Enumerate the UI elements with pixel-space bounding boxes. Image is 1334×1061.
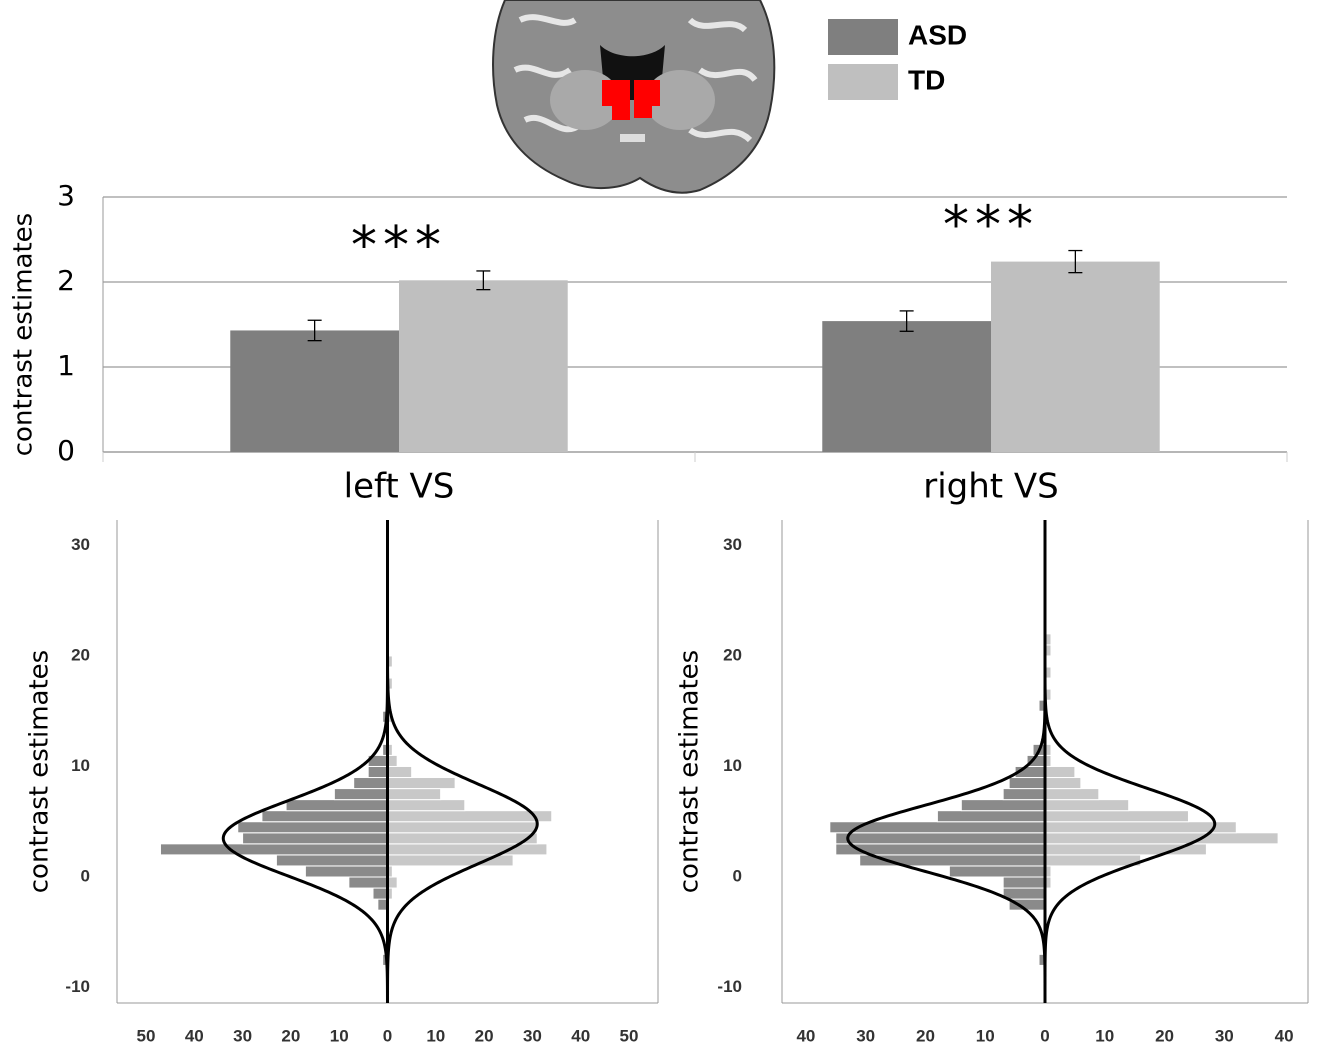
histogram-bar: [1002, 876, 1046, 889]
y-tick-label: 3: [57, 179, 75, 212]
histogram-bar: [387, 788, 442, 801]
x-tick-label: 40: [796, 1026, 815, 1045]
x-tick-label: 50: [620, 1026, 639, 1045]
x-tick-label: 20: [916, 1026, 935, 1045]
y-tick-label: 20: [723, 645, 742, 664]
x-tick-label: 30: [1215, 1026, 1234, 1045]
x-tick-label: 20: [1155, 1026, 1174, 1045]
fit-curve: [1043, 520, 1217, 1003]
histogram-bar: [1044, 765, 1076, 779]
x-tick-label: 10: [1095, 1026, 1114, 1045]
brain-image: [492, 0, 776, 194]
histogram-bar: [242, 832, 388, 845]
y-tick-label: 30: [723, 535, 742, 554]
y-tick-label: 10: [723, 756, 742, 775]
y-axis-label: contrast estimates: [9, 213, 39, 456]
legend-swatch: [828, 64, 898, 100]
x-tick-label: 0: [383, 1026, 392, 1045]
x-tick-label: 30: [523, 1026, 542, 1045]
histogram-bar: [367, 765, 388, 779]
y-axis-label: contrast estimates: [675, 650, 705, 893]
histogram-bar: [835, 832, 1046, 845]
histogram-bar: [275, 854, 389, 867]
x-tick-label: 10: [426, 1026, 445, 1045]
x-tick-label: 20: [281, 1026, 300, 1045]
histogram-bar: [387, 832, 538, 845]
histogram-bar: [936, 810, 1046, 823]
y-tick-label: 20: [71, 645, 90, 664]
y-axis-label: contrast estimates: [25, 650, 55, 893]
histogram-bar: [1044, 799, 1130, 812]
histogram-bar: [1044, 810, 1189, 823]
fit-curve: [386, 520, 539, 1003]
x-tick-label: left VS: [344, 467, 455, 507]
histogram-bar: [829, 821, 1046, 834]
histogram-bar: [285, 799, 388, 812]
significance-annotation: ***: [943, 196, 1039, 256]
histogram-bar: [372, 887, 389, 900]
x-tick-label: 40: [185, 1026, 204, 1045]
x-tick-label: 10: [330, 1026, 349, 1045]
fit-curve: [221, 520, 389, 1003]
histogram-bar: [948, 865, 1046, 878]
histogram-bar: [1044, 777, 1082, 790]
histogram-bar: [1002, 887, 1046, 900]
x-tick-label: 20: [475, 1026, 494, 1045]
bar: [991, 261, 1160, 452]
legend-label: TD: [908, 64, 945, 95]
y-tick-label: 0: [81, 866, 90, 885]
legend-label: ASD: [908, 19, 967, 50]
bar: [399, 280, 568, 452]
histogram-bar: [387, 765, 413, 779]
significance-annotation: ***: [351, 216, 447, 276]
y-tick-label: 0: [57, 434, 75, 467]
y-tick-label: -10: [717, 977, 742, 996]
histogram-bar: [387, 777, 456, 790]
histogram-bar: [333, 788, 388, 801]
x-tick-label: 10: [976, 1026, 995, 1045]
y-tick-label: 10: [71, 756, 90, 775]
x-tick-label: 40: [1275, 1026, 1294, 1045]
x-tick-label: 30: [856, 1026, 875, 1045]
y-tick-label: 2: [57, 264, 75, 297]
histogram-bar: [1044, 821, 1237, 834]
bar: [822, 321, 991, 452]
histogram-bar: [960, 799, 1046, 812]
histogram-bar: [387, 821, 538, 834]
histogram-bar: [159, 843, 388, 856]
histogram-bar: [348, 876, 389, 889]
y-tick-label: -10: [65, 977, 90, 996]
histogram-bar: [387, 799, 466, 812]
x-tick-label: 0: [1040, 1026, 1049, 1045]
legend-swatch: [828, 19, 898, 55]
y-tick-label: 1: [57, 349, 75, 382]
histogram-bar: [1044, 832, 1279, 845]
histogram-bar: [1008, 777, 1046, 790]
y-tick-label: 0: [733, 866, 742, 885]
bar: [230, 330, 399, 452]
histogram-bar: [353, 777, 388, 790]
x-tick-label: 50: [137, 1026, 156, 1045]
histogram-bar: [387, 843, 548, 856]
x-tick-label: right VS: [923, 467, 1059, 507]
histogram-bar: [387, 810, 553, 823]
histogram-bar: [1044, 854, 1142, 867]
x-tick-label: 40: [571, 1026, 590, 1045]
y-tick-label: 30: [71, 535, 90, 554]
histogram-bar: [261, 810, 388, 823]
histogram-bar: [1044, 788, 1100, 801]
histogram-bar: [237, 821, 388, 834]
histogram-bar: [1002, 788, 1046, 801]
fit-curve: [846, 520, 1047, 1003]
x-tick-label: 30: [233, 1026, 252, 1045]
histogram-bar: [304, 865, 389, 878]
